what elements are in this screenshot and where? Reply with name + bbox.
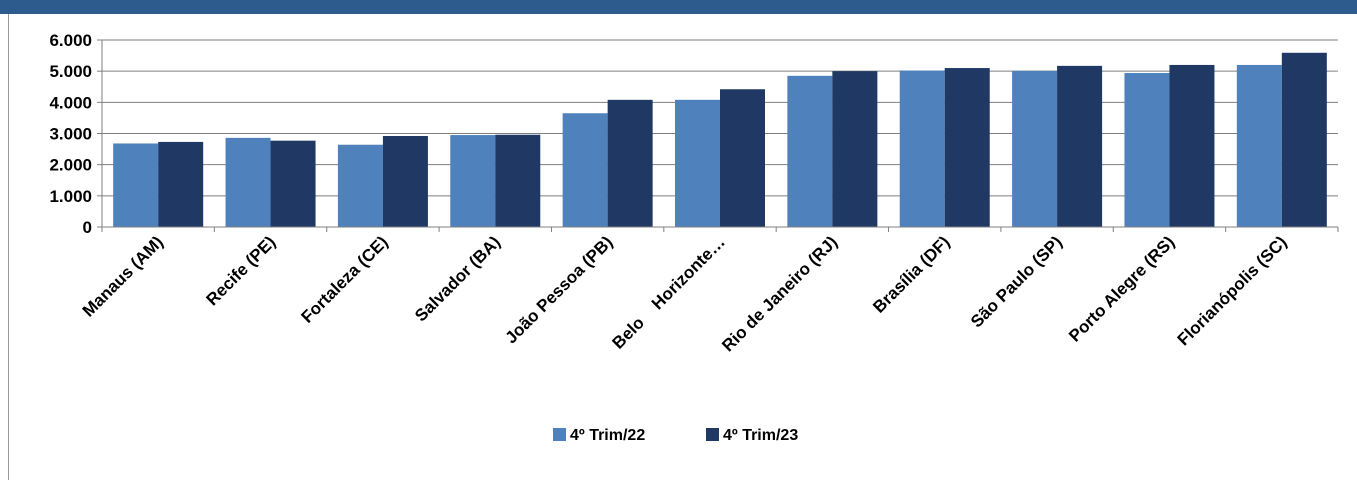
- y-tick-label: 1.000: [49, 187, 92, 206]
- bar-series-2: [832, 71, 878, 228]
- bar-series-1: [1236, 64, 1282, 227]
- category-label: Salvador (BA): [411, 232, 504, 325]
- bar-series-2: [495, 134, 541, 227]
- bar-series-2: [158, 141, 204, 227]
- legend-swatch: [706, 428, 719, 441]
- bar-series-2: [1057, 65, 1103, 227]
- category-label: Brasília (DF): [869, 232, 953, 316]
- bar-series-1: [787, 75, 833, 227]
- category-label: Recife (PE): [202, 232, 279, 309]
- bar-series-1: [450, 135, 496, 227]
- y-tick-label: 0: [83, 218, 92, 237]
- y-tick-label: 4.000: [49, 93, 92, 112]
- legend-label: 4º Trim/22: [570, 427, 645, 444]
- x-axis: Manaus (AM) Recife (PE) Fortaleza (CE) Salv…: [79, 226, 1339, 355]
- bar-series-1: [562, 113, 608, 227]
- y-tick-label: 5.000: [49, 62, 92, 81]
- bar-series-2: [1281, 52, 1327, 227]
- category-label: Florianópolis (SC): [1174, 232, 1291, 349]
- bar-series-2: [944, 68, 990, 227]
- bar-series-1: [225, 137, 271, 227]
- bar-series-1: [899, 70, 945, 227]
- category-label: Manaus (AM): [79, 232, 167, 320]
- legend: 4º Trim/22 4º Trim/23: [553, 427, 798, 444]
- bar-series-1: [113, 143, 159, 227]
- bar-series-1: [675, 99, 720, 227]
- y-tick-label: 2.000: [49, 156, 92, 175]
- header-bar: [0, 0, 1357, 14]
- legend-swatch: [553, 428, 566, 441]
- category-label: São Paulo (SP): [967, 232, 1066, 331]
- bars: [113, 52, 1327, 228]
- legend-label: 4º Trim/23: [723, 427, 798, 444]
- bar-series-1: [1012, 70, 1058, 227]
- bar-series-1: [337, 144, 383, 227]
- y-axis: 0 1.000 2.000 3.000 4.000 5.000 6.000: [49, 31, 103, 237]
- bar-series-2: [720, 89, 765, 227]
- y-tick-label: 6.000: [49, 31, 92, 50]
- category-label: João Pessoa (PB): [501, 232, 616, 347]
- category-label: Belo Horizonte…: [609, 232, 729, 352]
- bar-series-2: [270, 140, 316, 227]
- category-label: Porto Alegre (RS): [1065, 232, 1178, 345]
- y-tick-label: 3.000: [49, 125, 92, 144]
- bar-series-2: [607, 99, 653, 227]
- bar-series-2: [1169, 64, 1215, 227]
- bar-series-2: [382, 135, 428, 227]
- category-label: Rio de Janeiro (RJ): [718, 232, 841, 355]
- bar-series-1: [1124, 73, 1170, 227]
- category-label: Fortaleza (CE): [297, 232, 391, 326]
- chart-frame-border: [8, 14, 9, 480]
